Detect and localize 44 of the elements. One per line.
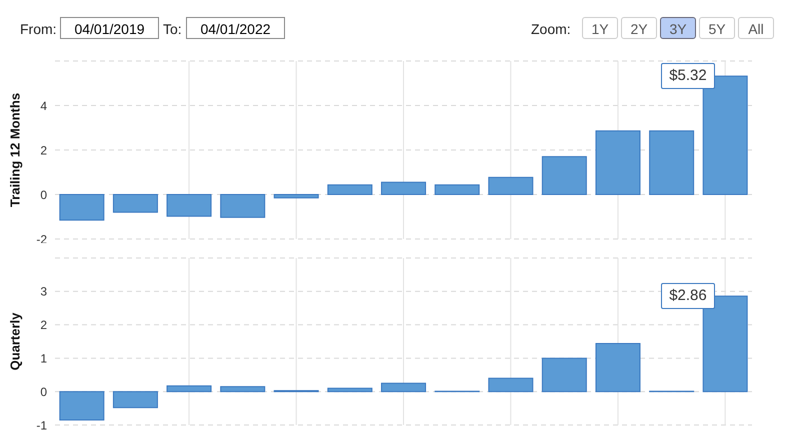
bar bbox=[595, 130, 640, 195]
bar bbox=[595, 343, 640, 392]
y-tick-label: -2 bbox=[36, 232, 48, 246]
bar bbox=[649, 130, 694, 195]
y-axis-title: Trailing 12 Months bbox=[8, 92, 23, 208]
y-tick-label: 0 bbox=[40, 384, 48, 399]
y-tick-label: 4 bbox=[40, 98, 48, 113]
bar bbox=[434, 184, 480, 195]
bar bbox=[542, 156, 587, 195]
bar bbox=[274, 194, 319, 198]
bar bbox=[381, 182, 426, 195]
bar bbox=[59, 391, 104, 420]
date-field: 04/01/2019 bbox=[60, 17, 159, 39]
zoom-button: 2Y bbox=[621, 17, 657, 39]
bar bbox=[381, 382, 426, 392]
y-tick-label: 1 bbox=[40, 351, 48, 366]
bar bbox=[327, 388, 372, 392]
y-axis-title: Quarterly bbox=[8, 312, 23, 370]
annotation: $5.32 bbox=[661, 63, 715, 90]
bar bbox=[166, 194, 212, 217]
y-tick-label: 2 bbox=[40, 143, 48, 158]
bar bbox=[488, 378, 534, 392]
y-tick-label: 3 bbox=[40, 284, 48, 299]
annotation: $2.86 bbox=[661, 283, 715, 310]
text: To: bbox=[163, 20, 182, 39]
bar bbox=[327, 184, 372, 195]
bar bbox=[542, 358, 587, 392]
bar bbox=[112, 391, 158, 408]
date-field: 04/01/2022 bbox=[186, 17, 285, 39]
bar bbox=[488, 176, 534, 195]
bar bbox=[166, 385, 212, 392]
y-tick-label: 2 bbox=[40, 318, 48, 332]
bar bbox=[112, 194, 158, 213]
y-tick-label: 0 bbox=[40, 188, 48, 202]
zoom-button: 3Y bbox=[660, 17, 696, 39]
text: From: bbox=[20, 20, 57, 39]
zoom-button: 5Y bbox=[699, 17, 735, 39]
zoom-button: 1Y bbox=[582, 17, 618, 39]
y-tick-label: -1 bbox=[36, 418, 48, 432]
zoom-button: All bbox=[738, 17, 774, 39]
bar bbox=[220, 386, 266, 392]
bar bbox=[220, 194, 266, 218]
bar bbox=[59, 194, 104, 221]
text: Zoom: bbox=[531, 20, 571, 39]
